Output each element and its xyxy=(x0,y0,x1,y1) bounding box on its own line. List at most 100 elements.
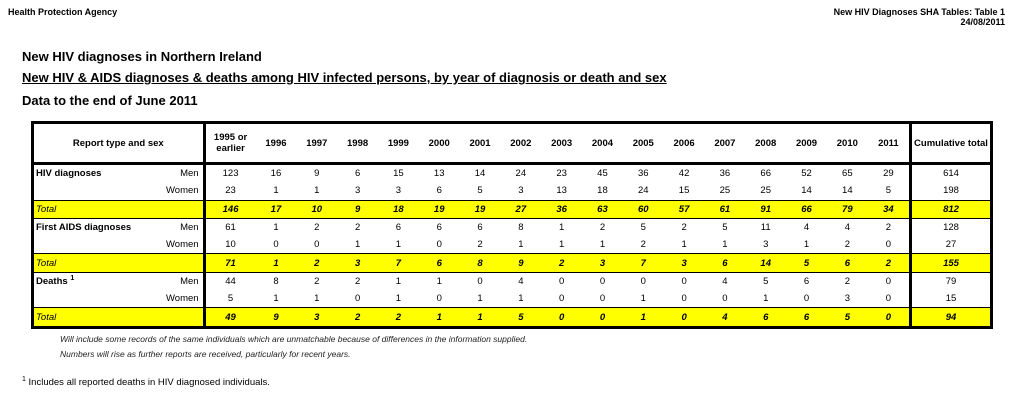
total-value-cell: 6 xyxy=(418,253,460,273)
total-value-cell: 60 xyxy=(622,199,664,219)
total-row: Total 49 9 3 2 2 1 1 5 0 0 1 0 4 6 6 5 0 94 xyxy=(32,307,992,328)
cumulative-cell: 198 xyxy=(909,182,992,201)
value-cell: 24 xyxy=(637,185,649,197)
total-value-cell: 57 xyxy=(663,199,705,219)
footnote-mark: 1 xyxy=(70,275,75,283)
value-cell: 15 xyxy=(393,168,404,180)
sex-label: Men xyxy=(166,218,206,237)
value-cell: 3 xyxy=(518,185,524,197)
value-cell: 14 xyxy=(474,168,486,180)
value-cell: 6 xyxy=(395,222,402,234)
total-value-cell: 3 xyxy=(582,253,623,273)
value-cell: 1 xyxy=(803,239,810,251)
value-cell: 0 xyxy=(436,239,442,251)
value-cell: 5 xyxy=(722,222,728,234)
group-label-text: First AIDS diagnoses xyxy=(36,222,132,234)
table-row: Women 10 0 0 1 1 0 2 1 1 1 2 1 1 3 1 2 0 27 xyxy=(33,236,992,254)
cumulative-cell: 128 xyxy=(909,218,992,237)
total-value-cell: 3 xyxy=(663,253,705,273)
table-row: HIV diagnoses Men 123 16 9 6 15 13 14 24 23 45 36 42 3… xyxy=(33,163,992,183)
value-cell: 14 xyxy=(801,185,812,197)
total-value-cell: 1 xyxy=(255,253,297,273)
column-header-report-type: Report type and sex xyxy=(32,122,206,165)
total-value-cell: 14 xyxy=(745,253,787,273)
value-cell: 2 xyxy=(599,222,606,234)
value-cell: 18 xyxy=(597,185,608,197)
total-value-cell: 0 xyxy=(663,307,705,328)
value-cell: 25 xyxy=(760,185,771,197)
value-cell: 2 xyxy=(844,239,850,251)
cumulative-cell: 15 xyxy=(909,290,992,308)
value-cell: 0 xyxy=(559,275,565,287)
total-value-cell: 4 xyxy=(704,307,746,328)
total-value-cell: 0 xyxy=(582,307,623,328)
column-header-year: 1996 xyxy=(255,122,297,165)
value-cell: 1 xyxy=(518,293,524,305)
value-cell: 6 xyxy=(354,168,361,180)
column-header-year: 2005 xyxy=(622,122,664,165)
total-value-cell: 6 xyxy=(826,253,868,273)
value-cell: 0 xyxy=(599,293,606,305)
total-value-cell: 34 xyxy=(867,199,911,219)
total-value-cell: 6 xyxy=(704,253,746,273)
cumulative-cell: 79 xyxy=(909,272,992,291)
organisation-name: Health Protection Agency xyxy=(8,7,118,17)
total-value-cell: 61 xyxy=(704,199,746,219)
value-cell: 6 xyxy=(803,275,810,287)
footnote-mark: 1 xyxy=(22,376,26,383)
value-cell: 1 xyxy=(395,275,402,287)
value-cell: 4 xyxy=(803,222,810,234)
value-cell: 0 xyxy=(599,275,606,287)
value-cell: 1 xyxy=(395,239,402,251)
total-value-cell: 3 xyxy=(337,253,378,273)
column-header-year: 2002 xyxy=(500,122,542,165)
value-cell: 29 xyxy=(883,168,894,180)
value-cell: 13 xyxy=(433,168,445,180)
value-cell: 2 xyxy=(681,222,687,234)
row-group-label: First AIDS diagnoses xyxy=(33,218,167,236)
total-value-cell: 36 xyxy=(541,199,583,219)
value-cell: 1 xyxy=(314,293,320,305)
column-header-year: 1997 xyxy=(296,122,338,165)
sex-label: Women xyxy=(166,236,206,254)
total-value-cell: 5 xyxy=(500,307,542,328)
cumulative-cell: 614 xyxy=(909,163,992,183)
value-cell: 6 xyxy=(436,222,442,234)
value-cell: 1 xyxy=(273,293,279,305)
column-header-year: 1998 xyxy=(337,122,378,165)
value-cell: 1 xyxy=(722,239,728,251)
total-value-cell: 5 xyxy=(826,307,868,328)
total-value-cell: 66 xyxy=(786,199,827,219)
table-ref-text: New HIV Diagnoses SHA Tables: Table 1 xyxy=(833,7,1005,17)
row-group-label: Deaths 1 xyxy=(33,272,167,290)
total-value-cell: 7 xyxy=(378,253,419,273)
column-header-year: 2003 xyxy=(541,122,583,165)
value-cell: 0 xyxy=(885,239,892,251)
total-value-cell: 9 xyxy=(255,307,297,328)
page-title: New HIV diagnoses in Northern Ireland xyxy=(22,49,262,64)
value-cell: 1 xyxy=(763,293,769,305)
total-value-cell: 79 xyxy=(826,199,868,219)
value-cell: 0 xyxy=(885,275,892,287)
note-2: Numbers will rise as further reports are… xyxy=(60,349,351,359)
column-header-year: 1995 or earlier xyxy=(204,122,256,165)
value-cell: 0 xyxy=(559,293,565,305)
total-value-cell: 2 xyxy=(296,253,338,273)
row-group-label xyxy=(33,182,167,200)
column-header-year: 1999 xyxy=(378,122,419,165)
value-cell: 23 xyxy=(225,185,236,197)
value-cell: 1 xyxy=(314,185,320,197)
value-cell: 44 xyxy=(225,275,236,287)
table-row: Women 23 1 1 3 3 6 5 3 13 18 24 15 25 25 14 14 5 198 xyxy=(33,182,992,201)
total-value-cell: 1 xyxy=(418,307,460,328)
group-label-text: Deaths xyxy=(36,276,68,288)
total-value-cell: 3 xyxy=(296,307,338,328)
value-cell: 10 xyxy=(225,239,236,251)
value-cell: 4 xyxy=(518,275,524,287)
total-row: Total 146 17 10 9 18 19 19 27 36 63 60 57 61 91 66 79 34 8… xyxy=(32,199,992,219)
value-cell: 4 xyxy=(844,222,850,234)
row-group-label xyxy=(33,290,167,308)
column-header-year: 2001 xyxy=(459,122,501,165)
value-cell: 66 xyxy=(760,168,771,180)
cumulative-total-cell: 155 xyxy=(909,253,992,273)
